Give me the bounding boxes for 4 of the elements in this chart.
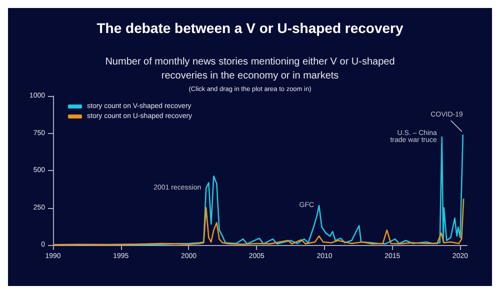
chart-subtitle: Number of monthly news stories mentioning either V or U-shaped recoveries in the economy or in markets (105, 56, 395, 82)
line-series (106, 134, 464, 246)
chart-title: The debate between a V or U-shaped recovery (96, 20, 404, 36)
line-series (52, 198, 464, 246)
